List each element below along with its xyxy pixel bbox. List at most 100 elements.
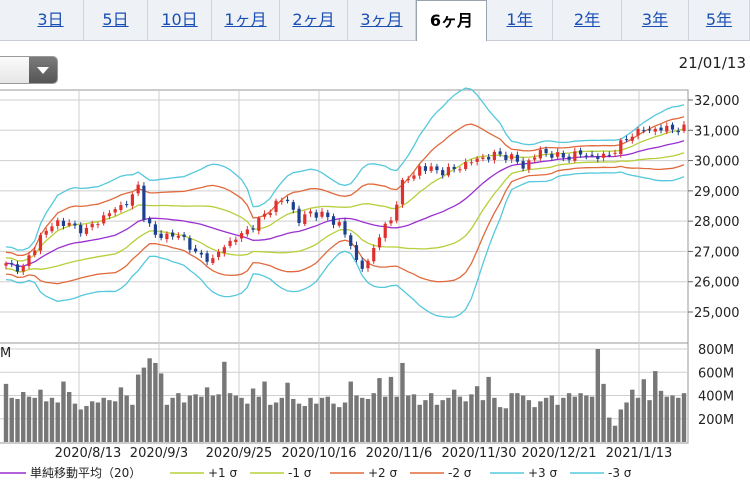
volume-bar-96 bbox=[555, 404, 560, 442]
volume-bar-20 bbox=[118, 387, 124, 442]
tab-8[interactable]: 2年 bbox=[553, 0, 622, 40]
tab-6[interactable]: 6ヶ月 bbox=[416, 0, 487, 41]
tab-5[interactable]: 3ヶ月 bbox=[348, 0, 416, 40]
tab-9[interactable]: 3年 bbox=[622, 0, 689, 40]
candle-body-54 bbox=[314, 212, 318, 218]
candle-body-30 bbox=[176, 235, 180, 238]
candle-body-4 bbox=[27, 255, 31, 267]
volume-bar-32 bbox=[187, 395, 193, 442]
candle-body-112 bbox=[647, 129, 652, 131]
candle-body-71 bbox=[412, 175, 416, 179]
candle-body-94 bbox=[544, 148, 548, 154]
legend-label-p2: +2 σ bbox=[368, 466, 398, 480]
volume-bar-103 bbox=[595, 349, 601, 442]
volume-bar-102 bbox=[589, 396, 595, 442]
legend-label-m1: -1 σ bbox=[288, 466, 312, 480]
volume-bar-65 bbox=[377, 378, 382, 442]
plus-2-sigma-line bbox=[5, 116, 685, 257]
volume-bar-91 bbox=[526, 400, 532, 442]
volume-bar-27 bbox=[158, 373, 164, 442]
tab-0[interactable]: 3日 bbox=[18, 0, 84, 40]
volume-bar-44 bbox=[256, 396, 262, 442]
volume-bar-40 bbox=[233, 395, 239, 442]
x-tick-label-4: 2020/11/6 bbox=[366, 446, 433, 461]
candle-body-84 bbox=[487, 157, 491, 160]
candle-body-59 bbox=[343, 221, 347, 235]
price-tick-label-1: 26,000 bbox=[694, 276, 740, 291]
volume-bar-63 bbox=[365, 398, 371, 442]
candle-body-12 bbox=[73, 223, 77, 226]
volume-bar-51 bbox=[296, 403, 302, 442]
candle-body-31 bbox=[182, 234, 186, 237]
volume-tick-label-3: 800M bbox=[698, 343, 734, 358]
volume-bar-19 bbox=[112, 401, 118, 442]
volume-bar-78 bbox=[451, 389, 457, 442]
volume-bar-56 bbox=[325, 396, 330, 442]
volume-bar-28 bbox=[164, 404, 170, 442]
tab-7[interactable]: 1年 bbox=[487, 0, 553, 40]
candle-body-99 bbox=[573, 151, 577, 161]
minus-2-sigma-line bbox=[5, 164, 685, 285]
candle-body-5 bbox=[33, 250, 37, 256]
volume-bar-42 bbox=[245, 403, 250, 442]
tab-4[interactable]: 2ヶ月 bbox=[280, 0, 348, 40]
candle-body-77 bbox=[446, 166, 451, 176]
candle-body-88 bbox=[510, 154, 514, 160]
volume-bar-79 bbox=[457, 396, 463, 442]
volume-bar-16 bbox=[95, 402, 101, 442]
candle-body-107 bbox=[619, 140, 623, 154]
period-select[interactable] bbox=[0, 56, 58, 84]
price-tick-label-3: 28,000 bbox=[694, 215, 740, 230]
tab-1[interactable]: 5日 bbox=[84, 0, 148, 40]
volume-bar-38 bbox=[222, 361, 227, 442]
candle-body-22 bbox=[130, 194, 135, 206]
volume-bar-30 bbox=[176, 393, 181, 442]
candle-body-25 bbox=[148, 218, 152, 224]
volume-bar-24 bbox=[141, 367, 147, 442]
candle-body-9 bbox=[56, 220, 60, 227]
period-tabs: 3日 5日 10日 1ヶ月 2ヶ月 3ヶ月 6ヶ月 1年 2年 3年 5年 bbox=[0, 0, 750, 41]
legend-label-m2: -2 σ bbox=[448, 466, 472, 480]
volume-bar-29 bbox=[170, 397, 175, 442]
candle-body-44 bbox=[257, 217, 261, 231]
volume-bar-106 bbox=[612, 425, 618, 442]
candle-body-80 bbox=[464, 162, 468, 170]
volume-tick-label-0: 200M bbox=[698, 413, 734, 428]
volume-bar-93 bbox=[538, 401, 543, 442]
candle-body-14 bbox=[84, 227, 89, 234]
volume-bar-11 bbox=[67, 392, 72, 442]
candle-body-61 bbox=[354, 245, 359, 260]
candle-body-83 bbox=[481, 157, 485, 159]
x-tick-label-2: 2020/9/25 bbox=[206, 446, 273, 461]
volume-tick-label-1: 400M bbox=[698, 390, 734, 405]
volume-tick-label-2: 600M bbox=[698, 366, 734, 381]
candle-body-98 bbox=[567, 156, 571, 160]
candle-body-32 bbox=[188, 238, 192, 250]
candle-body-69 bbox=[400, 179, 405, 205]
candle-body-3 bbox=[21, 265, 25, 272]
candle-body-85 bbox=[492, 151, 496, 160]
volume-bar-90 bbox=[520, 395, 526, 442]
volume-bar-87 bbox=[503, 408, 509, 442]
volume-bar-31 bbox=[181, 402, 187, 442]
volume-bar-69 bbox=[400, 362, 405, 442]
candle-body-100 bbox=[578, 150, 583, 155]
candle-body-52 bbox=[303, 214, 307, 224]
x-tick-label-5: 2020/11/30 bbox=[442, 446, 517, 461]
tab-3[interactable]: 1ヶ月 bbox=[212, 0, 280, 40]
tab-2[interactable]: 10日 bbox=[148, 0, 212, 40]
volume-bar-92 bbox=[532, 407, 537, 442]
candle-body-79 bbox=[458, 169, 462, 171]
volume-bar-76 bbox=[440, 400, 445, 442]
candle-body-50 bbox=[291, 202, 295, 210]
candle-body-111 bbox=[642, 130, 646, 132]
candle-body-101 bbox=[584, 155, 588, 157]
volume-bar-36 bbox=[210, 395, 216, 442]
candle-body-47 bbox=[274, 200, 278, 212]
candle-body-57 bbox=[331, 216, 336, 225]
volume-panel-frame bbox=[0, 342, 689, 444]
minus-3-sigma-line bbox=[5, 171, 685, 318]
volume-bar-107 bbox=[618, 409, 623, 442]
chevron-down-icon[interactable] bbox=[29, 57, 57, 83]
volume-bar-109 bbox=[630, 389, 635, 442]
